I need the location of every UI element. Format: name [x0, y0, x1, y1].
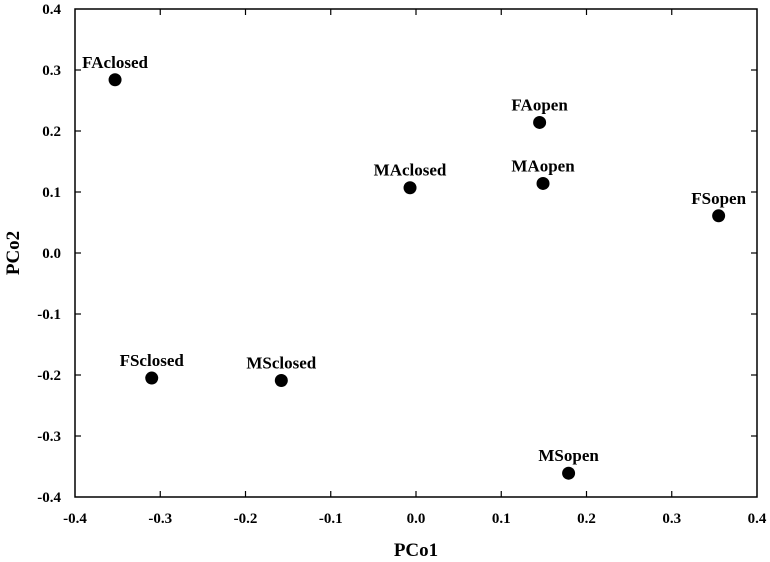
x-tick-label: -0.3 [148, 511, 172, 527]
x-tick-label: 0.4 [748, 511, 767, 527]
x-tick-label: 0.3 [662, 511, 681, 527]
data-point [145, 371, 159, 385]
x-tick-label: 0.1 [492, 511, 511, 527]
y-axis-title: PCo2 [3, 231, 24, 275]
y-tick-label: 0.2 [42, 124, 61, 140]
x-tick-label: 0.0 [407, 511, 426, 527]
data-point-label: MSclosed [246, 353, 316, 372]
data-point [533, 115, 547, 129]
y-tick-label: 0.1 [42, 185, 61, 201]
data-point [712, 209, 726, 223]
data-point [536, 176, 550, 190]
y-tick-label: -0.1 [37, 307, 61, 323]
x-tick-label: 0.2 [577, 511, 596, 527]
y-tick-label: -0.2 [37, 368, 61, 384]
data-point [108, 73, 122, 87]
data-point-label: MAopen [511, 156, 575, 175]
x-tick-label: -0.4 [63, 511, 87, 527]
data-point-label: FAopen [511, 95, 568, 114]
data-point-label: MSopen [538, 446, 599, 465]
data-point [274, 373, 288, 387]
data-point-label: FSopen [691, 189, 746, 208]
y-tick-label: 0.4 [42, 2, 61, 18]
x-axis-title: PCo1 [394, 540, 438, 561]
x-tick-label: -0.1 [319, 511, 343, 527]
data-point-label: MAclosed [374, 161, 447, 180]
y-tick-label: -0.4 [37, 490, 61, 506]
data-point [403, 181, 417, 195]
data-point [562, 466, 576, 480]
x-tick-label: -0.2 [234, 511, 258, 527]
y-tick-label: -0.3 [37, 429, 61, 445]
data-point-label: FAclosed [82, 53, 148, 72]
data-point-label: FSclosed [120, 351, 185, 370]
x-axis: -0.4 -0.3 -0.2 -0.1 0.0 0.1 0.2 0.3 0.4 [63, 9, 767, 527]
y-axis: 0.4 0.3 0.2 0.1 0.0 -0.1 -0.2 -0.3 -0.4 [37, 2, 757, 506]
data-points: FAclosed FAopen MAclosed MAopen FSopen FSclos… [82, 53, 747, 480]
y-tick-label: 0.0 [42, 246, 61, 262]
y-tick-label: 0.3 [42, 63, 61, 79]
plot-frame [74, 8, 758, 498]
